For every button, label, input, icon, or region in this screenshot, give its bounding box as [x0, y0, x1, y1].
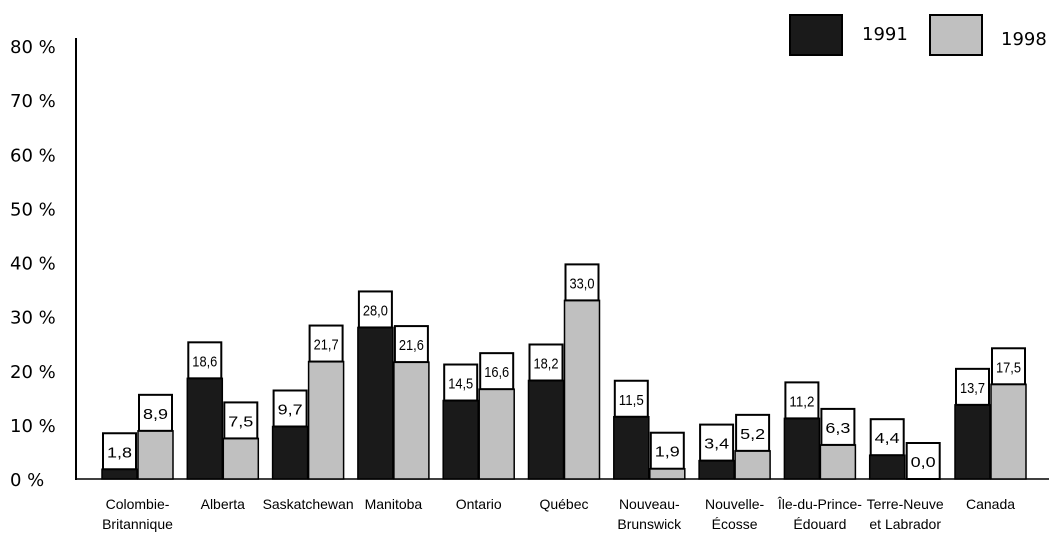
data-label-box: [528, 343, 564, 382]
data-label: 18,2: [534, 355, 559, 372]
bar-1998: [563, 299, 601, 480]
bar-1991: [101, 468, 138, 480]
data-label: 7,5: [228, 413, 253, 430]
data-label-box: [393, 325, 429, 364]
data-label-box: [308, 324, 344, 363]
data-label: 5,2: [740, 426, 765, 443]
data-label-box: [102, 432, 137, 471]
data-label: 21,6: [399, 337, 424, 354]
data-label: 3,4: [704, 436, 729, 453]
category-label: Alberta: [201, 496, 246, 512]
data-label: 18,6: [192, 353, 217, 370]
bar-1998: [990, 383, 1027, 480]
bar-1991: [954, 404, 991, 480]
category-label: Nouvelle-Écosse: [705, 496, 764, 532]
data-label: 1,8: [107, 444, 132, 461]
data-label: 0,0: [911, 454, 936, 471]
y-tick-label: 0 %: [10, 470, 44, 491]
data-label-box: [784, 381, 820, 420]
data-label-box: [138, 393, 173, 432]
category-label: Québec: [539, 496, 588, 512]
bar-1998: [734, 450, 771, 480]
bar-1991: [783, 417, 821, 480]
data-label-box: [955, 367, 990, 406]
data-label: 11,5: [619, 392, 644, 409]
bar-1991: [527, 379, 565, 480]
data-label: 16,6: [484, 364, 509, 381]
data-label: 14,5: [448, 376, 473, 393]
data-label-box: [223, 401, 259, 440]
bar-1998: [307, 360, 345, 480]
bar-1998: [819, 444, 857, 480]
data-label-box: [272, 389, 308, 428]
data-label-box: [564, 263, 600, 302]
bar-1991: [613, 416, 650, 480]
data-label-box: [357, 290, 393, 329]
data-label-box: [991, 347, 1026, 386]
category-label: Canada: [966, 496, 1015, 512]
y-tick-label: 60 %: [10, 145, 56, 166]
data-label: 6,3: [825, 420, 850, 437]
category-label: Manitoba: [365, 496, 423, 512]
data-label-box: [649, 431, 685, 470]
data-label: 1,9: [655, 444, 680, 461]
data-label-box: [443, 363, 479, 402]
data-label-box: [820, 407, 856, 446]
data-label-box: [869, 418, 905, 457]
bar-1998: [137, 430, 174, 480]
legend-label: 1991: [862, 24, 908, 45]
data-label: 17,5: [996, 359, 1021, 376]
category-label: Ontario: [456, 496, 502, 512]
data-label: 21,7: [314, 337, 339, 354]
y-tick-label: 30 %: [10, 308, 56, 329]
bar-1998: [222, 437, 260, 480]
bar-1991: [271, 425, 309, 480]
category-label: Saskatchewan: [263, 496, 354, 512]
legend-swatch-1998: [929, 14, 983, 56]
data-label-box: [479, 352, 515, 391]
bar-1991: [442, 399, 479, 480]
data-label: 13,7: [960, 380, 985, 397]
bar-1998: [649, 467, 686, 480]
data-label-box: [613, 379, 649, 418]
bars: [101, 299, 1027, 480]
data-label-box: [187, 341, 223, 380]
category-label: Colombie-Britannique: [102, 496, 173, 532]
category-label: Île-du-Prince-Édouard: [777, 496, 862, 532]
bar-1991: [698, 459, 735, 480]
y-tick-label: 10 %: [10, 416, 56, 437]
data-label-box: [905, 442, 941, 480]
y-tick-label: 80 %: [10, 37, 56, 58]
bar-1998: [478, 388, 515, 480]
data-label: 9,7: [278, 401, 303, 418]
data-labels: 1,8 8,9 18,6 7,5 9,7 21,7 28,0 21,6 14,5 16,6 18,2…: [102, 263, 1026, 480]
category-label: Nouveau-Brunswick: [617, 496, 682, 532]
data-label-box: [699, 423, 735, 462]
data-label: 33,0: [570, 275, 595, 292]
data-label: 8,9: [143, 406, 168, 423]
y-tick-label: 40 %: [10, 254, 56, 275]
category-label: Terre-Neuve et Labrador: [867, 496, 944, 532]
legend-swatch-1991: [789, 14, 843, 56]
bar-1991: [868, 454, 906, 480]
legend-label: 1998: [1001, 29, 1047, 50]
data-label-box: [735, 413, 771, 452]
data-label: 11,2: [789, 393, 814, 410]
data-label: 28,0: [363, 302, 388, 319]
category-labels: Colombie-Britannique Alberta Saskatchewan M…: [102, 496, 1015, 532]
y-tick-label: 70 %: [10, 91, 56, 112]
data-label: 4,4: [875, 430, 900, 447]
bar-1991: [186, 377, 224, 480]
y-tick-label: 50 %: [10, 199, 56, 220]
legend: 1991 1998: [789, 14, 1047, 56]
bar-1998: [393, 361, 430, 480]
y-tick-label: 20 %: [10, 362, 56, 383]
bar-1991: [357, 326, 394, 480]
